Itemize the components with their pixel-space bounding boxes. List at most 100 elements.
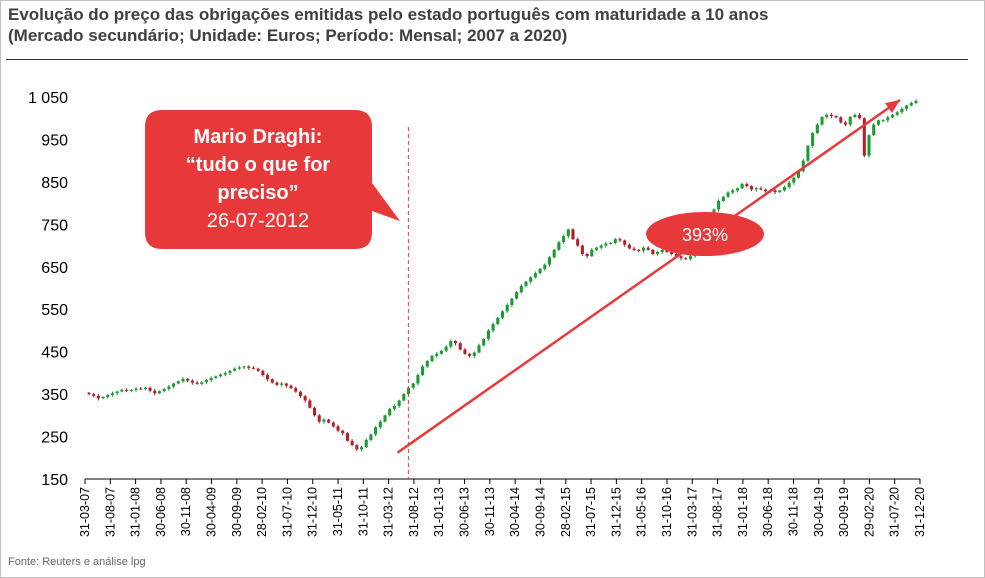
- candle-body: [580, 245, 584, 255]
- candle-body: [632, 248, 636, 250]
- candle-body: [623, 240, 627, 245]
- candle-body: [829, 114, 833, 117]
- x-tick-label: 31-03-12: [382, 487, 396, 537]
- candle-body: [350, 440, 354, 446]
- candle-body: [430, 355, 434, 362]
- candle-body: [684, 258, 688, 260]
- candle-body: [233, 368, 237, 371]
- candle-body: [172, 383, 176, 387]
- x-tick-label: 31-05-16: [635, 487, 649, 537]
- candle-body: [134, 388, 138, 390]
- x-tick-label: 31-12-10: [306, 487, 320, 537]
- candle-body: [599, 245, 603, 248]
- candle-body: [688, 256, 692, 260]
- candle-body: [125, 389, 129, 391]
- candle-body: [444, 346, 448, 351]
- candle-body: [496, 317, 500, 325]
- candle-body: [181, 378, 185, 382]
- chart-title: Evolução do preço das obrigações emitida…: [8, 4, 968, 46]
- candle-body: [848, 116, 852, 125]
- candle-body: [209, 377, 213, 381]
- x-axis: 31-03-07 31-08-07 31-01-08 30-06-08 30-11-08…: [78, 478, 927, 537]
- x-tick-label: 30-11-08: [179, 487, 193, 536]
- candle-body: [204, 380, 209, 383]
- candle-body: [378, 421, 382, 428]
- candle-body: [406, 387, 411, 395]
- candle-body: [280, 383, 284, 385]
- x-tick-label: 31-03-17: [685, 487, 699, 537]
- candle-body: [782, 186, 786, 191]
- candle-body: [890, 114, 895, 118]
- title-line-1: Evolução do preço das obrigações emitida…: [8, 5, 769, 24]
- candle-body: [646, 247, 650, 250]
- y-tick-label: 450: [41, 345, 68, 362]
- candle-body: [157, 391, 162, 394]
- candle-body: [613, 239, 617, 244]
- growth-badge: 393%: [646, 212, 764, 256]
- candle-body: [862, 118, 866, 156]
- candle-body: [872, 124, 876, 136]
- candle-body: [754, 188, 758, 190]
- candle-body: [505, 304, 509, 312]
- candle-body: [364, 439, 368, 448]
- candle-body: [764, 189, 768, 192]
- candle-body: [87, 392, 91, 395]
- candle-body: [881, 120, 885, 122]
- candle-body: [740, 184, 744, 189]
- candle-body: [303, 396, 307, 401]
- x-tick-label: 30-04-09: [205, 487, 219, 537]
- candle-body: [322, 419, 326, 422]
- candle-body: [787, 182, 791, 187]
- candle-body: [153, 390, 157, 394]
- candle-body: [468, 353, 472, 356]
- candle-body: [905, 105, 909, 109]
- candle-body: [228, 370, 232, 373]
- candle-body: [735, 188, 739, 191]
- trend-arrow-head: [885, 99, 900, 113]
- callout-date: 26-07-2012: [207, 210, 309, 232]
- x-tick-label: 30-04-14: [508, 487, 522, 537]
- x-tick-label: 31-07-10: [280, 487, 294, 537]
- x-tick-label: 31-01-18: [736, 487, 750, 537]
- candle-body: [341, 430, 345, 434]
- candle-body: [275, 382, 279, 385]
- candle-body: [665, 249, 669, 252]
- candle-body: [308, 400, 312, 408]
- candle-body: [585, 254, 589, 257]
- x-tick-label: 30-06-13: [458, 487, 472, 537]
- candle-body: [750, 186, 754, 190]
- title-line-2: (Mercado secundário; Unidade: Euros; Per…: [8, 26, 568, 45]
- x-tick-label: 30-09-19: [837, 487, 851, 537]
- x-tick-label: 29-02-20: [862, 487, 876, 537]
- candle-body: [773, 190, 777, 193]
- candle-body: [815, 124, 819, 134]
- candle-body: [435, 353, 439, 356]
- candle-body: [223, 372, 227, 375]
- candle-body: [477, 345, 481, 353]
- candle-body: [120, 389, 124, 392]
- candle-body: [651, 249, 655, 255]
- x-tick-label: 30-11-18: [786, 487, 800, 536]
- candle-body: [251, 367, 255, 369]
- candle-body: [519, 285, 523, 293]
- candle-body: [294, 388, 298, 392]
- candle-body: [139, 388, 143, 390]
- x-tick-label: 28-02-10: [255, 487, 269, 537]
- candle-body: [529, 277, 533, 282]
- candle-body: [533, 273, 537, 278]
- candle-body: [500, 311, 505, 318]
- candle-body: [331, 422, 335, 427]
- x-tick-label: 31-05-11: [331, 487, 345, 536]
- candle-body: [660, 249, 664, 252]
- candle-body: [576, 239, 580, 246]
- candle-body: [237, 367, 241, 369]
- candle-body: [909, 102, 913, 106]
- candle-body: [176, 381, 180, 384]
- candle-body: [491, 324, 495, 331]
- candle-body: [402, 394, 406, 401]
- callout-line-3: preciso”: [217, 182, 298, 204]
- candle-body: [284, 383, 288, 386]
- candle-body: [853, 114, 857, 117]
- candle-body: [547, 257, 552, 265]
